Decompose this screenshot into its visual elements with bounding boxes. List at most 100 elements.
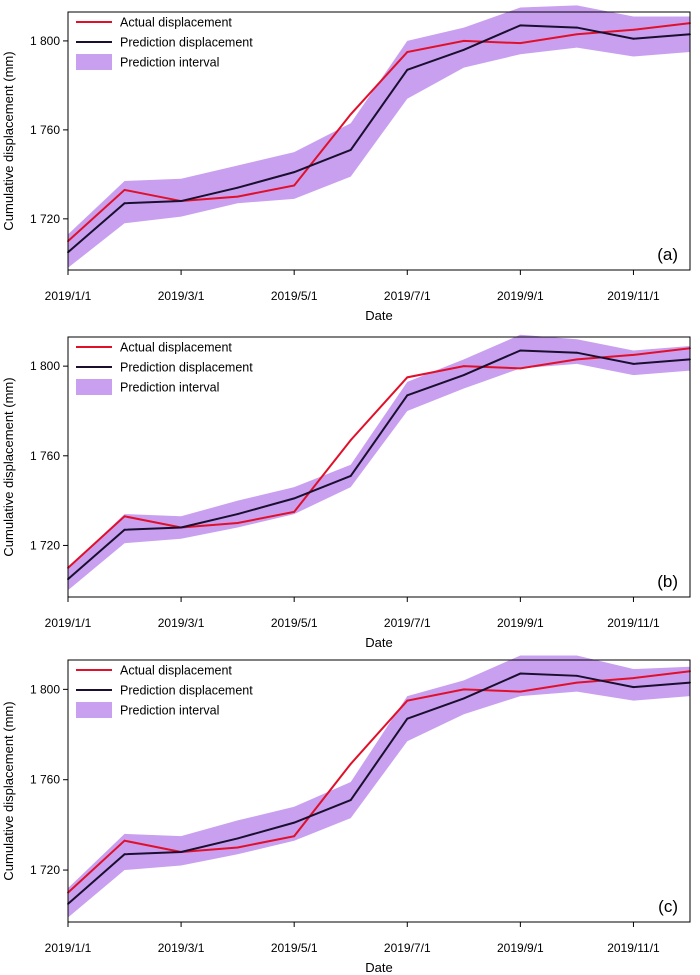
chart-panel-c: 1 720 1 760 1 800 2019/1/1 2019/3/1 2019/5/1 2… — [1, 655, 691, 975]
prediction-displacement-point — [123, 853, 126, 856]
actual-displacement-point — [576, 681, 578, 684]
legend-label: Prediction displacement — [120, 361, 253, 375]
legend: Actual displacement Prediction displaceme… — [76, 664, 253, 718]
panel-label: (c) — [658, 897, 678, 916]
panel-label: (a) — [657, 245, 678, 264]
actual-displacement-point — [519, 42, 522, 45]
actual-displacement-point — [236, 846, 239, 849]
actual-displacement-point — [123, 839, 126, 842]
legend-swatch-interval — [76, 702, 112, 718]
y-tick-label: 1 760 — [30, 123, 60, 137]
chart-panel-a: 1 720 1 760 1 800 2019/1/1 2019/3/1 2019/5/1 2… — [1, 5, 691, 323]
prediction-displacement-point — [349, 799, 352, 801]
prediction-displacement-point — [462, 374, 465, 376]
x-tick-label: 2019/1/1 — [45, 289, 92, 303]
y-axis-title: Cumulative displacement (mm) — [1, 51, 16, 230]
legend-label: Actual displacement — [120, 341, 232, 355]
legend-label: Actual displacement — [120, 664, 232, 678]
y-tick-label: 1 720 — [30, 212, 60, 226]
x-tick-label: 2019/5/1 — [271, 941, 318, 955]
actual-displacement-point — [123, 515, 126, 518]
actual-displacement-point — [576, 358, 578, 361]
y-axis-title: Cumulative displacement (mm) — [1, 701, 16, 880]
prediction-displacement-point — [406, 68, 409, 71]
prediction-displacement-point — [349, 475, 352, 477]
y-axis-title: Cumulative displacement (mm) — [1, 377, 16, 556]
actual-displacement-point — [576, 33, 578, 36]
legend-label: Prediction interval — [120, 56, 219, 70]
actual-displacement-point — [349, 113, 352, 116]
legend-label: Prediction displacement — [120, 684, 253, 698]
prediction-displacement-point — [236, 513, 239, 515]
prediction-displacement-point — [406, 394, 409, 397]
actual-displacement-point — [123, 189, 126, 191]
x-tick-label: 2019/9/1 — [497, 616, 544, 630]
prediction-displacement-point — [180, 200, 182, 202]
x-tick-label: 2019/3/1 — [158, 616, 205, 630]
prediction-displacement-point — [576, 26, 578, 29]
prediction-displacement-point — [180, 851, 182, 853]
prediction-displacement-point — [123, 528, 126, 531]
actual-displacement-line — [67, 347, 691, 569]
prediction-interval-band — [68, 334, 690, 591]
actual-displacement-point — [349, 439, 352, 441]
actual-displacement-point — [406, 51, 409, 53]
prediction-displacement-point — [293, 497, 296, 500]
prediction-displacement-line — [67, 24, 691, 253]
x-tick-label: 2019/11/1 — [607, 941, 660, 955]
legend-label: Prediction displacement — [120, 36, 253, 50]
prediction-displacement-point — [632, 686, 635, 688]
actual-displacement-point — [406, 699, 409, 702]
prediction-displacement-point — [349, 149, 352, 151]
actual-displacement-point — [293, 510, 296, 513]
actual-displacement-point — [519, 690, 522, 693]
y-tick-label: 1 800 — [30, 34, 60, 48]
prediction-displacement-point — [632, 37, 635, 40]
actual-displacement-point — [293, 184, 296, 187]
prediction-displacement-point — [180, 526, 182, 529]
panel-label: (b) — [657, 572, 678, 591]
legend-swatch-interval — [76, 54, 112, 70]
plot-frame — [67, 659, 691, 923]
prediction-displacement-point — [293, 821, 296, 824]
actual-displacement-line — [67, 670, 691, 894]
actual-displacement-point — [293, 835, 296, 838]
legend-swatch-interval — [76, 379, 112, 395]
prediction-displacement-point — [236, 837, 239, 840]
x-tick-label: 2019/5/1 — [271, 616, 318, 630]
prediction-displacement-line — [67, 672, 691, 905]
x-axis-title: Date — [365, 635, 392, 650]
actual-displacement-point — [632, 354, 635, 356]
y-tick-label: 1 720 — [30, 863, 60, 877]
legend: Actual displacement Prediction displaceme… — [76, 341, 253, 395]
y-tick-label: 1 800 — [30, 359, 60, 373]
x-tick-label: 2019/9/1 — [497, 941, 544, 955]
x-tick-label: 2019/3/1 — [158, 941, 205, 955]
plot-frame — [67, 11, 691, 271]
x-tick-label: 2019/1/1 — [45, 941, 92, 955]
legend-label: Actual displacement — [120, 16, 232, 30]
x-tick-label: 2019/7/1 — [384, 616, 431, 630]
actual-displacement-point — [462, 40, 465, 42]
x-tick-label: 2019/7/1 — [384, 941, 431, 955]
x-tick-label: 2019/11/1 — [607, 616, 660, 630]
y-tick-label: 1 760 — [30, 449, 60, 463]
prediction-displacement-point — [519, 349, 522, 352]
prediction-displacement-point — [576, 674, 578, 677]
actual-displacement-point — [519, 367, 522, 370]
prediction-displacement-point — [519, 24, 522, 27]
actual-displacement-point — [462, 365, 465, 368]
actual-displacement-line — [67, 22, 691, 242]
x-tick-label: 2019/9/1 — [497, 289, 544, 303]
legend: Actual displacement Prediction displaceme… — [76, 16, 253, 70]
actual-displacement-point — [349, 763, 352, 765]
prediction-displacement-line — [67, 349, 691, 580]
prediction-displacement-point — [406, 717, 409, 720]
prediction-displacement-point — [576, 351, 578, 354]
prediction-displacement-point — [123, 202, 126, 205]
prediction-displacement-point — [293, 171, 296, 174]
actual-displacement-point — [632, 677, 635, 679]
x-tick-label: 2019/3/1 — [158, 289, 205, 303]
chart-panel-b: 1 720 1 760 1 800 2019/1/1 2019/3/1 2019/5/1 2… — [1, 334, 691, 650]
